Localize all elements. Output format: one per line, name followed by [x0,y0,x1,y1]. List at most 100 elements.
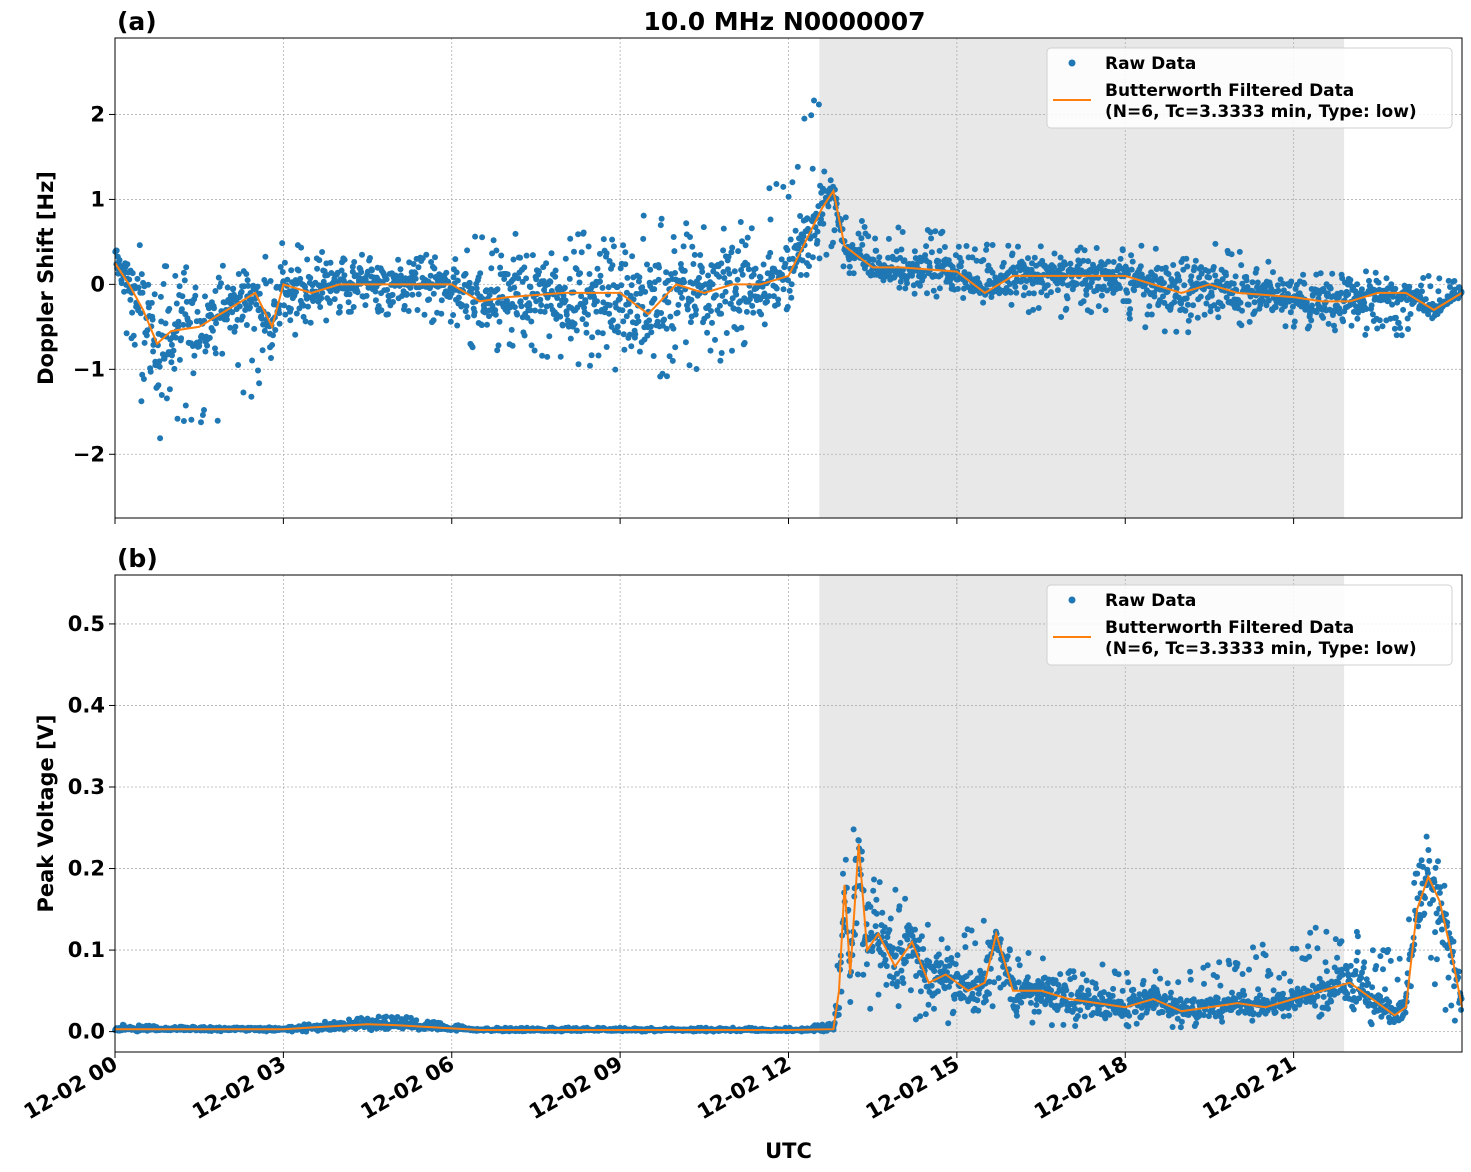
raw-data-point [212,288,219,294]
raw-data-point [1013,1012,1020,1019]
raw-data-point [732,285,739,292]
raw-data-point [595,329,601,336]
raw-data-point [1216,959,1223,966]
raw-data-point [543,260,550,267]
raw-data-point [486,292,493,299]
raw-data-point [1161,328,1168,335]
raw-data-point [610,243,617,250]
raw-data-point [212,350,219,357]
raw-data-point [1393,332,1400,339]
raw-data-point [644,261,650,268]
raw-data-point [473,285,480,292]
raw-data-point [757,274,764,281]
raw-data-point [157,293,164,300]
raw-data-point [430,317,437,324]
raw-data-point [1214,306,1221,313]
raw-data-point [1063,305,1070,312]
raw-data-point [980,917,987,924]
raw-data-point [1165,271,1172,277]
raw-data-point [219,262,226,269]
raw-data-point [1312,1002,1319,1009]
raw-data-point [478,322,485,329]
raw-data-point [1178,1018,1185,1025]
raw-data-point [898,246,905,253]
raw-data-point [651,286,658,293]
raw-data-point [786,287,793,294]
raw-data-point [811,97,817,104]
raw-data-point [407,284,414,291]
raw-data-point [583,329,590,336]
raw-data-point [1375,279,1382,286]
raw-data-point [518,303,525,310]
raw-data-point [647,266,654,273]
raw-data-point [716,273,723,280]
raw-data-point [920,946,927,952]
raw-data-point [302,318,309,325]
raw-data-point [1270,987,1277,994]
raw-data-point [1376,317,1383,324]
raw-data-point [895,1003,902,1010]
raw-data-point [1124,289,1131,296]
raw-data-point [173,300,180,307]
raw-data-point [640,235,647,242]
raw-data-point [904,280,910,287]
raw-data-point [867,1005,874,1012]
raw-data-point [585,243,592,250]
raw-data-point [628,343,635,350]
raw-data-point [718,350,725,356]
raw-data-point [145,281,152,288]
raw-data-point [1212,272,1219,279]
raw-data-point [123,330,130,337]
raw-data-point [1280,990,1286,997]
raw-data-point [172,334,179,341]
raw-data-point [928,982,935,989]
raw-data-point [298,244,305,251]
raw-data-point [1151,293,1158,300]
raw-data-point [597,278,603,285]
raw-data-point [595,352,602,359]
raw-data-point [902,895,909,902]
raw-data-point [1201,311,1208,318]
raw-data-point [797,272,804,278]
raw-data-point [1071,974,1078,981]
raw-data-point [138,398,145,405]
raw-data-point [705,302,712,309]
raw-data-point [682,339,689,346]
raw-data-point [174,415,181,422]
raw-data-point [1201,980,1207,987]
raw-data-point [890,945,897,952]
raw-data-point [830,239,836,246]
raw-data-point [1006,947,1013,954]
raw-data-point [1214,995,1221,1002]
raw-data-point [1132,1008,1139,1015]
raw-data-point [1187,968,1194,975]
raw-data-point [1058,314,1065,320]
raw-data-point [1363,325,1370,332]
raw-data-point [1008,301,1015,308]
raw-data-point [215,274,222,281]
raw-data-point [775,296,782,303]
raw-data-point [767,249,774,256]
raw-data-point [427,272,434,279]
raw-data-point [594,298,600,305]
raw-data-point [575,361,582,368]
raw-data-point [235,362,242,368]
raw-data-point [860,971,867,978]
raw-data-point [336,309,343,315]
legend-raw-label: Raw Data [1105,54,1196,74]
raw-data-point [597,272,604,279]
raw-data-point [1177,1024,1184,1031]
raw-data-point [784,247,791,253]
raw-data-point [766,185,773,192]
raw-data-point [1077,1007,1084,1014]
raw-data-point [1217,982,1224,989]
raw-data-point [961,932,968,939]
raw-data-point [224,284,231,291]
raw-data-point [341,256,348,263]
raw-data-point [585,311,591,318]
raw-data-point [1004,953,1011,960]
raw-data-point [896,284,903,291]
raw-data-point [954,285,961,292]
raw-data-point [1193,1020,1200,1027]
raw-data-point [1152,245,1159,252]
